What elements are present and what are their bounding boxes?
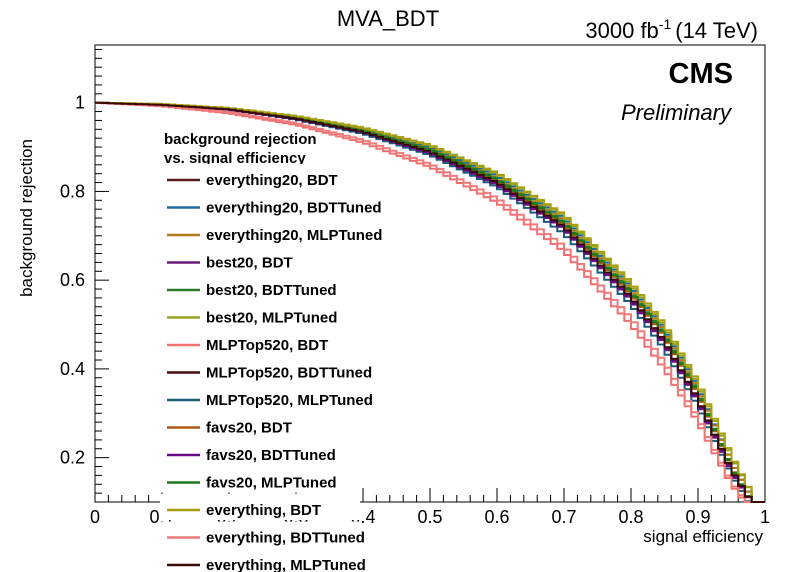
legend-entry-label: everything20, MLPTuned — [206, 227, 382, 244]
legend-entry-bg — [160, 219, 360, 245]
roc-curve — [95, 101, 765, 503]
legend-header: vs. signal efficiency — [164, 150, 306, 167]
legend-entry-label: everything, MLPTuned — [206, 557, 366, 572]
x-tick-label: 0.6 — [484, 507, 509, 527]
legend-entry-label: MLPTop520, MLPTuned — [206, 392, 373, 409]
legend-entry-bg — [160, 301, 360, 328]
legend-entry-label: MLPTop520, BDT — [206, 337, 328, 354]
x-tick-label: 0.5 — [417, 507, 442, 527]
legend-entry-bg — [160, 164, 360, 190]
legend-entry-bg — [160, 356, 360, 383]
y-tick-label: 1 — [75, 93, 85, 113]
x-tick-label: 0.8 — [618, 507, 643, 527]
legend-entry-bg — [160, 384, 360, 410]
legend-entry-label: everything, BDT — [206, 502, 321, 519]
luminosity-exponent: -1 — [659, 16, 672, 32]
legend-header: background rejection — [164, 131, 317, 148]
legend-entry-label: favs20, BDT — [206, 420, 292, 437]
y-tick-label: 0.2 — [60, 448, 85, 468]
legend-entry-bg — [160, 521, 360, 548]
luminosity-energy: (14 TeV) — [675, 18, 758, 43]
x-tick-label: 1 — [760, 507, 770, 527]
roc-curve — [95, 101, 765, 503]
legend-entry-bg — [160, 191, 360, 218]
legend-entry-label: best20, MLPTuned — [206, 310, 337, 327]
y-tick-label: 0.8 — [60, 181, 85, 201]
legend-entry-label: best20, BDTTuned — [206, 282, 337, 299]
legend-entry-bg — [160, 439, 360, 465]
legend-entry-bg — [160, 494, 360, 520]
y-tick-label: 0.6 — [60, 270, 85, 290]
x-tick-label: 0.7 — [551, 507, 576, 527]
preliminary-label: Preliminary — [621, 100, 733, 125]
legend-entry-bg — [160, 246, 360, 273]
legend-entry-label: everything20, BDTTuned — [206, 200, 382, 217]
x-tick-label: 0 — [90, 507, 100, 527]
legend-entry-label: best20, BDT — [206, 255, 293, 272]
roc-curve — [95, 101, 765, 503]
chart-title: MVA_BDT — [337, 6, 439, 31]
cms-label: CMS — [669, 58, 733, 90]
luminosity-main: 3000 fb — [585, 18, 658, 43]
x-axis-label: signal efficiency — [643, 527, 763, 546]
legend-entry-bg — [160, 274, 360, 300]
legend-entry-bg — [160, 411, 360, 438]
curves — [95, 101, 765, 503]
legend-entry-label: MLPTop520, BDTTuned — [206, 365, 372, 382]
legend-entry-label: favs20, BDTTuned — [206, 447, 336, 464]
legend-entry-bg — [160, 549, 360, 572]
legend: background rejection vs. signal efficienc… — [160, 131, 382, 572]
legend-entry-label: everything20, BDT — [206, 172, 338, 189]
luminosity-label: 3000 fb-1 (14 TeV) — [585, 16, 758, 43]
legend-entry-label: everything, BDTTuned — [206, 530, 365, 547]
legend-entry-bg — [160, 466, 360, 493]
x-tick-label: 0.9 — [685, 507, 710, 527]
legend-entry-bg — [160, 329, 360, 355]
y-tick-label: 0.4 — [60, 359, 85, 379]
y-axis-label: background rejection — [17, 139, 36, 297]
legend-entry-label: favs20, MLPTuned — [206, 475, 337, 492]
